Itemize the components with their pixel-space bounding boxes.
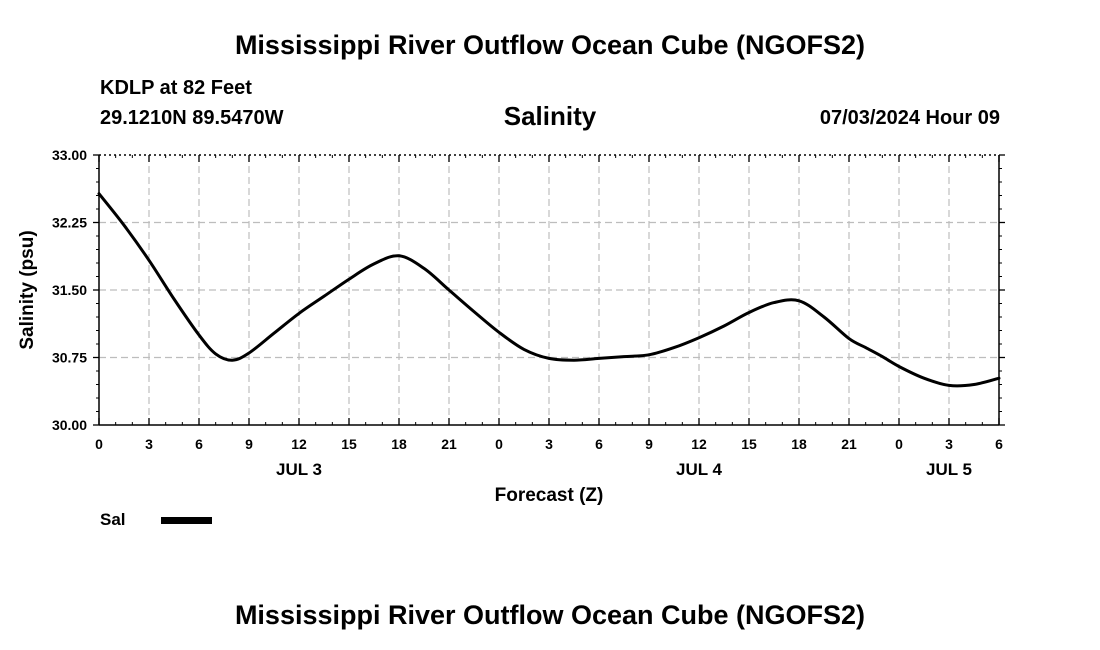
x-tick-label: 15 [341, 436, 357, 452]
station-name: KDLP at 82 Feet [100, 77, 252, 99]
x-tick-label: 3 [545, 436, 553, 452]
x-tick-label: 18 [391, 436, 407, 452]
y-tick-label: 31.50 [52, 282, 87, 298]
x-tick-label: 18 [791, 436, 807, 452]
legend-label: Sal [100, 510, 126, 529]
x-tick-label: 0 [895, 436, 903, 452]
x-tick-label: 6 [595, 436, 603, 452]
day-label: JUL 3 [276, 460, 322, 479]
grid [99, 155, 999, 425]
x-tick-label: 9 [645, 436, 653, 452]
x-tick-label: 6 [995, 436, 1003, 452]
chart-main-title: Mississippi River Outflow Ocean Cube (NG… [234, 30, 866, 60]
x-tick-label: 3 [145, 436, 153, 452]
run-time: 07/03/2024 Hour 09 [819, 107, 1000, 129]
series-layer [97, 192, 1001, 388]
y-tick-label: 30.75 [52, 350, 87, 366]
y-tick-label: 30.00 [52, 417, 87, 433]
x-tick-label: 3 [945, 436, 953, 452]
x-axis-title: Forecast (Z) [495, 485, 604, 506]
x-tick-label: 21 [841, 436, 857, 452]
x-tick-label: 15 [741, 436, 757, 452]
chart-title: Salinity [503, 101, 597, 131]
x-tick-label: 12 [691, 436, 707, 452]
day-label: JUL 5 [926, 460, 972, 479]
x-tick-label: 9 [245, 436, 253, 452]
x-tick-label: 12 [291, 436, 307, 452]
legend-swatch [161, 517, 212, 524]
footer-title: Mississippi River Outflow Ocean Cube (NG… [234, 600, 866, 630]
series-line-sal [97, 192, 1001, 388]
axis-labels: 0 3 6 9 12 15 18 21 0 3 6 9 12 15 18 21 0 3 6 30.00 30.75 31.… [17, 147, 1003, 506]
y-tick-label: 33.00 [52, 147, 87, 163]
station-coordinates: 29.1210N 89.5470W [100, 107, 284, 129]
x-tick-label: 6 [195, 436, 203, 452]
x-tick-label: 0 [95, 436, 103, 452]
day-label: JUL 4 [676, 460, 723, 479]
x-tick-label: 21 [441, 436, 457, 452]
axes [93, 154, 1005, 426]
x-tick-label: 0 [495, 436, 503, 452]
y-tick-label: 32.25 [52, 215, 87, 231]
y-axis-title: Salinity (psu) [17, 230, 38, 349]
